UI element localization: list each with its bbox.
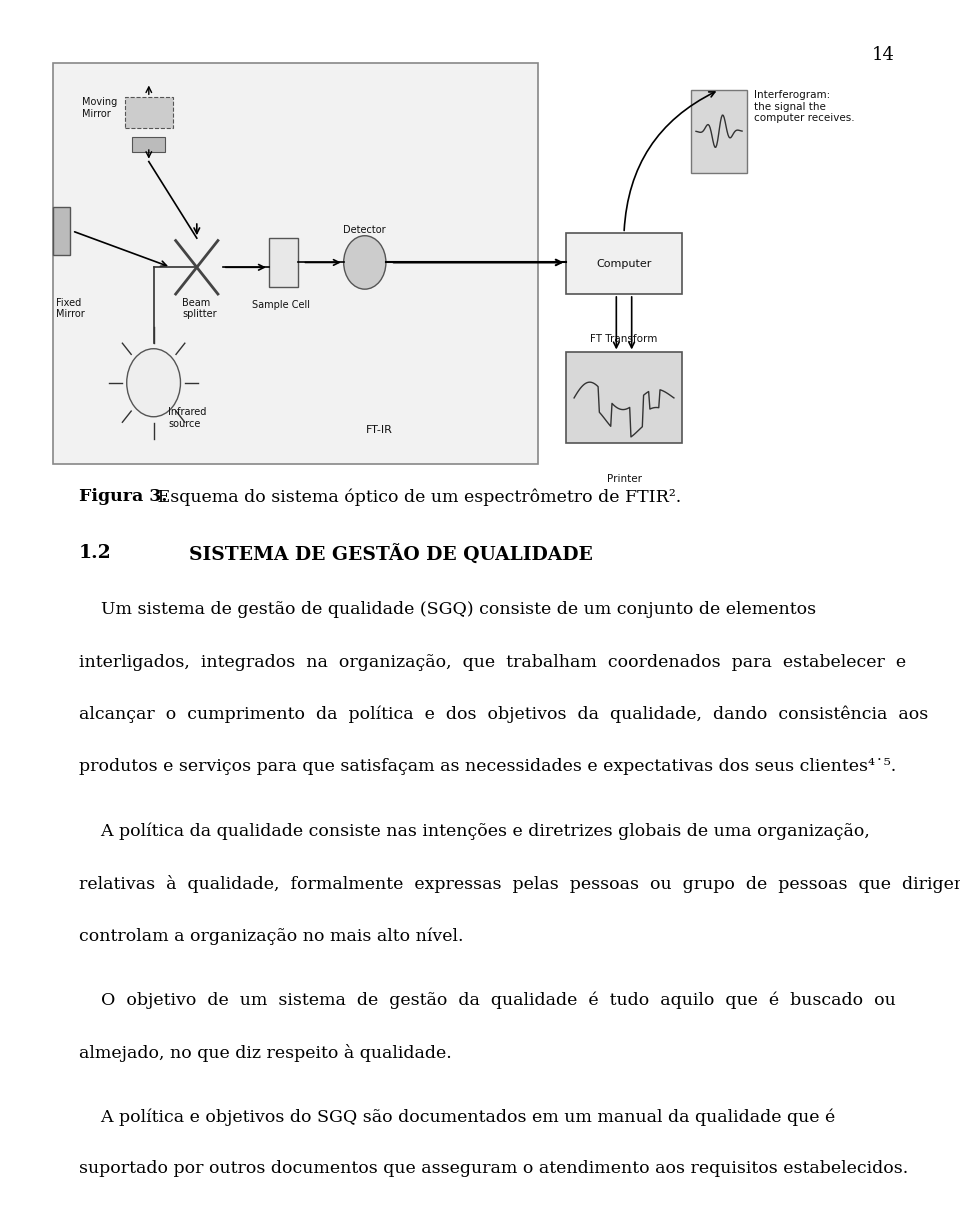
Text: A política e objetivos do SGQ são documentados em um manual da qualidade que é: A política e objetivos do SGQ são docume… — [79, 1108, 835, 1125]
Circle shape — [127, 349, 180, 417]
Text: FT-IR: FT-IR — [366, 425, 393, 435]
Text: SISTEMA DE GESTÃO DE QUALIDADE: SISTEMA DE GESTÃO DE QUALIDADE — [189, 544, 593, 565]
Text: suportado por outros documentos que asseguram o atendimento aos requisitos estab: suportado por outros documentos que asse… — [79, 1160, 908, 1177]
Text: Fixed
Mirror: Fixed Mirror — [56, 298, 84, 320]
Text: Printer: Printer — [607, 474, 641, 484]
FancyBboxPatch shape — [269, 238, 298, 287]
Text: interligados,  integrados  na  organização,  que  trabalham  coordenados  para  : interligados, integrados na organização,… — [79, 654, 906, 671]
FancyBboxPatch shape — [691, 90, 747, 173]
FancyBboxPatch shape — [53, 207, 70, 255]
Text: Um sistema de gestão de qualidade (SGQ) consiste de um conjunto de elementos: Um sistema de gestão de qualidade (SGQ) … — [79, 601, 816, 618]
Text: Moving
Mirror: Moving Mirror — [82, 97, 117, 119]
Text: Esquema do sistema óptico de um espectrômetro de FTIR².: Esquema do sistema óptico de um espectrô… — [152, 488, 681, 505]
Text: Computer: Computer — [596, 259, 652, 269]
Text: Sample Cell: Sample Cell — [252, 300, 310, 310]
FancyBboxPatch shape — [132, 137, 165, 152]
Text: Beam
splitter: Beam splitter — [182, 298, 217, 320]
Text: FT Transform: FT Transform — [590, 334, 658, 344]
Text: Figura 3.: Figura 3. — [79, 488, 167, 505]
Text: controlam a organização no mais alto nível.: controlam a organização no mais alto nív… — [79, 927, 464, 944]
Text: relativas  à  qualidade,  formalmente  expressas  pelas  pessoas  ou  grupo  de : relativas à qualidade, formalmente expre… — [79, 875, 960, 893]
Text: Infrared
source: Infrared source — [168, 407, 206, 429]
FancyBboxPatch shape — [53, 63, 538, 464]
Text: O  objetivo  de  um  sistema  de  gestão  da  qualidade  é  tudo  aquilo  que  é: O objetivo de um sistema de gestão da qu… — [79, 991, 896, 1008]
Text: Detector: Detector — [344, 225, 386, 234]
Text: A política da qualidade consiste nas intenções e diretrizes globais de uma organ: A política da qualidade consiste nas int… — [79, 823, 870, 840]
Text: produtos e serviços para que satisfaçam as necessidades e expectativas dos seus : produtos e serviços para que satisfaçam … — [79, 758, 896, 775]
Text: alcançar  o  cumprimento  da  política  e  dos  objetivos  da  qualidade,  dando: alcançar o cumprimento da política e dos… — [79, 706, 928, 723]
FancyBboxPatch shape — [125, 97, 173, 128]
Text: 14: 14 — [872, 46, 895, 64]
Text: almejado, no que diz respeito à qualidade.: almejado, no que diz respeito à qualidad… — [79, 1044, 451, 1062]
Circle shape — [344, 236, 386, 289]
FancyBboxPatch shape — [566, 233, 682, 294]
Text: Interferogram:
the signal the
computer receives.: Interferogram: the signal the computer r… — [754, 90, 854, 123]
FancyBboxPatch shape — [566, 352, 682, 443]
Text: 1.2: 1.2 — [79, 544, 111, 563]
